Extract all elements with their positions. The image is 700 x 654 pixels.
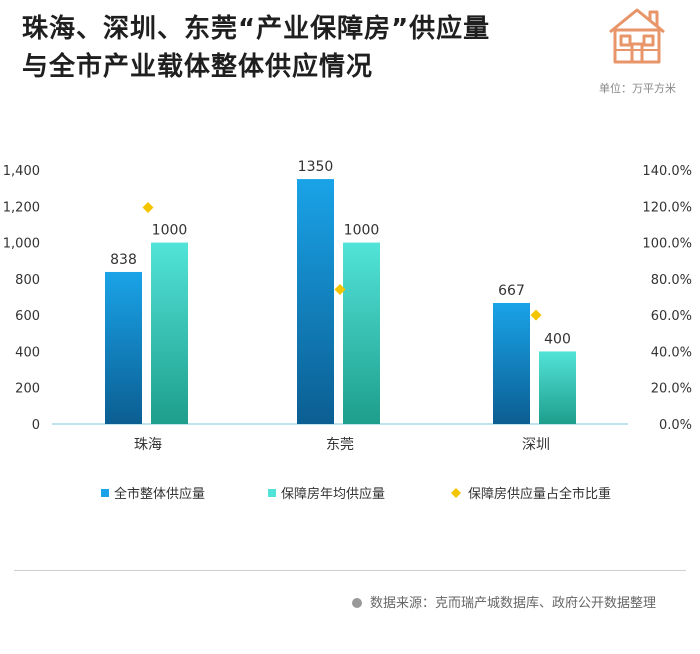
ratio-marker	[530, 309, 542, 321]
category-label: 深圳	[522, 437, 550, 453]
y-left-tick-label: 600	[15, 309, 40, 324]
legend-label-total: 全市整体供应量	[114, 486, 205, 502]
legend-label-ratio: 保障房供应量占全市比重	[468, 486, 611, 502]
legend-swatch-total	[101, 489, 109, 497]
bar-value-label: 400	[544, 331, 571, 347]
bar-value-label: 1000	[152, 223, 188, 239]
category-label: 东莞	[326, 437, 354, 453]
bar-value-label: 1350	[298, 159, 334, 175]
y-right-tick-label: 140.0%	[642, 164, 692, 179]
y-left-tick-label: 0	[32, 418, 40, 433]
y-left-tick-label: 200	[15, 382, 40, 397]
y-left-tick-label: 1,400	[3, 164, 40, 179]
y-right-tick-label: 100.0%	[642, 237, 692, 252]
legend-label-housing: 保障房年均供应量	[281, 486, 385, 502]
ratio-marker	[334, 284, 346, 296]
bar-total	[105, 271, 142, 424]
y-right-tick-label: 60.0%	[651, 309, 692, 324]
unit-label: 单位：万平方米	[599, 82, 676, 95]
house-icon	[609, 8, 665, 64]
legend-swatch-ratio	[451, 488, 461, 498]
bar-housing	[539, 351, 576, 424]
y-right-tick-label: 80.0%	[651, 273, 692, 288]
chart-title-line-2: 与全市产业载体整体供应情况	[22, 52, 374, 82]
y-left-tick-label: 1,200	[3, 200, 40, 215]
data-source-text: 数据来源：克而瑞产城数据库、政府公开数据整理	[369, 596, 656, 611]
bar-housing	[343, 242, 380, 424]
y-right-tick-label: 0.0%	[659, 418, 692, 433]
bar-value-label: 1000	[344, 223, 380, 239]
y-right-tick-label: 20.0%	[651, 382, 692, 397]
y-right-tick-label: 40.0%	[651, 345, 692, 360]
bar-value-label: 667	[498, 283, 525, 299]
y-left-tick-label: 400	[15, 345, 40, 360]
bar-total	[297, 179, 334, 424]
y-right-tick-label: 120.0%	[642, 200, 692, 215]
ratio-marker	[142, 202, 154, 214]
bar-housing	[151, 242, 188, 424]
bullet-icon	[351, 598, 362, 608]
footer-divider	[14, 570, 686, 571]
data-source: 数据来源：克而瑞产城数据库、政府公开数据整理	[351, 592, 656, 611]
bar-value-label: 838	[110, 252, 137, 268]
chart-title-line-1: 珠海、深圳、东莞“产业保障房”供应量	[22, 14, 491, 44]
bar-total	[493, 302, 530, 424]
y-left-tick-label: 1,000	[3, 237, 40, 252]
legend-swatch-housing	[268, 489, 276, 497]
y-left-tick-label: 800	[15, 273, 40, 288]
category-label: 珠海	[134, 437, 162, 453]
bar-chart: 0 200 400 600 800 1,000 1,200 1,400 0.0% 20.0% 40…	[3, 159, 692, 502]
